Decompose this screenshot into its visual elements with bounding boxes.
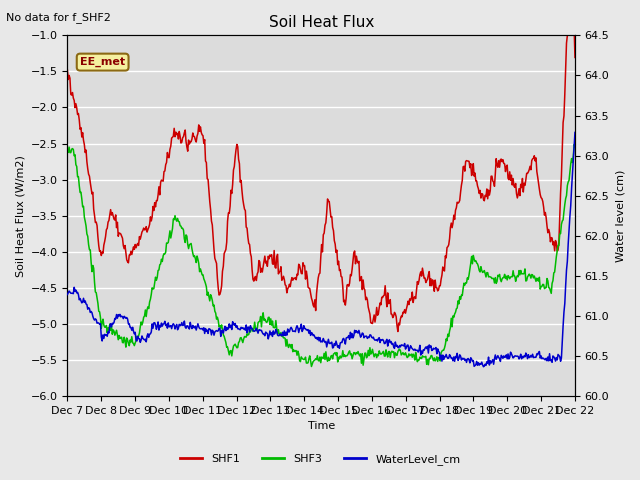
Text: No data for f_SHF2: No data for f_SHF2 [6,12,111,23]
Text: EE_met: EE_met [80,57,125,67]
Title: Soil Heat Flux: Soil Heat Flux [269,15,374,30]
Y-axis label: Soil Heat Flux (W/m2): Soil Heat Flux (W/m2) [15,155,25,276]
X-axis label: Time: Time [308,421,335,432]
Y-axis label: Water level (cm): Water level (cm) [615,169,625,262]
Legend: SHF1, SHF3, WaterLevel_cm: SHF1, SHF3, WaterLevel_cm [175,450,465,469]
